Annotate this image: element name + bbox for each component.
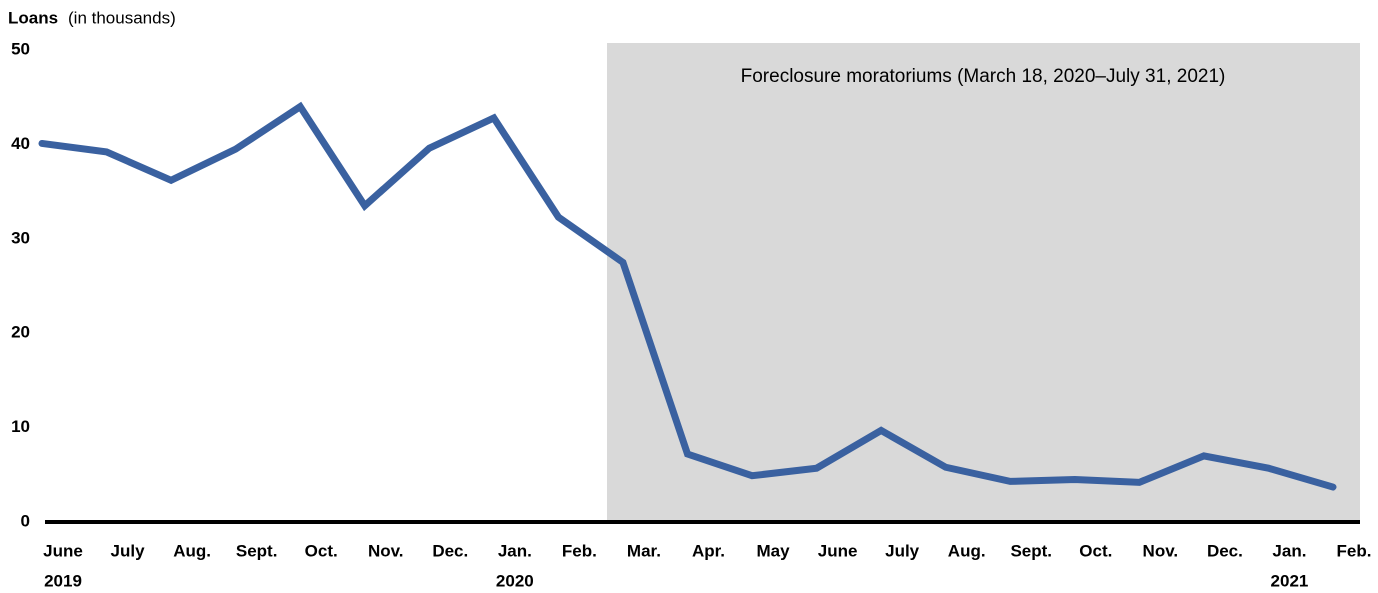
x-tick-label: Aug. [948,541,986,560]
y-tick-label: 10 [11,417,30,436]
x-tick-label: Sept. [1010,541,1052,560]
y-tick-label: 0 [21,511,30,530]
y-axis-label: Loans [8,8,58,27]
x-tick-label: July [111,541,146,560]
x-tick-label: Nov. [368,541,404,560]
x-tick-label: Mar. [627,541,661,560]
x-tick-label: Jan. [498,541,532,560]
x-tick-label: Feb. [1337,541,1372,560]
x-tick-label: June [43,541,83,560]
x-tick-label: Apr. [692,541,725,560]
y-tick-label: 20 [11,323,30,342]
line-series [38,101,1337,491]
y-tick-label: 40 [11,134,30,153]
x-tick-label: May [757,541,791,560]
x-tick-label: Sept. [236,541,278,560]
x-tick-label: Jan. [1272,541,1306,560]
x-tick-label: July [885,541,920,560]
y-axis-unit: (in thousands) [68,8,176,27]
x-tick-label: Oct. [305,541,338,560]
x-tick-label: Dec. [432,541,468,560]
year-label: 2020 [496,571,534,590]
year-label: 2019 [44,571,82,590]
x-tick-label: Oct. [1079,541,1112,560]
x-tick-label: Aug. [173,541,211,560]
moratorium-shading [607,43,1360,522]
y-tick-label: 50 [11,39,30,58]
y-tick-label: 30 [11,228,30,247]
x-tick-label: Nov. [1143,541,1179,560]
year-label: 2021 [1271,571,1309,590]
x-tick-label: Dec. [1207,541,1243,560]
annotation: Foreclosure moratoriums (March 18, 2020–… [741,66,1226,87]
x-tick-label: Feb. [562,541,597,560]
x-tick-label: June [818,541,858,560]
